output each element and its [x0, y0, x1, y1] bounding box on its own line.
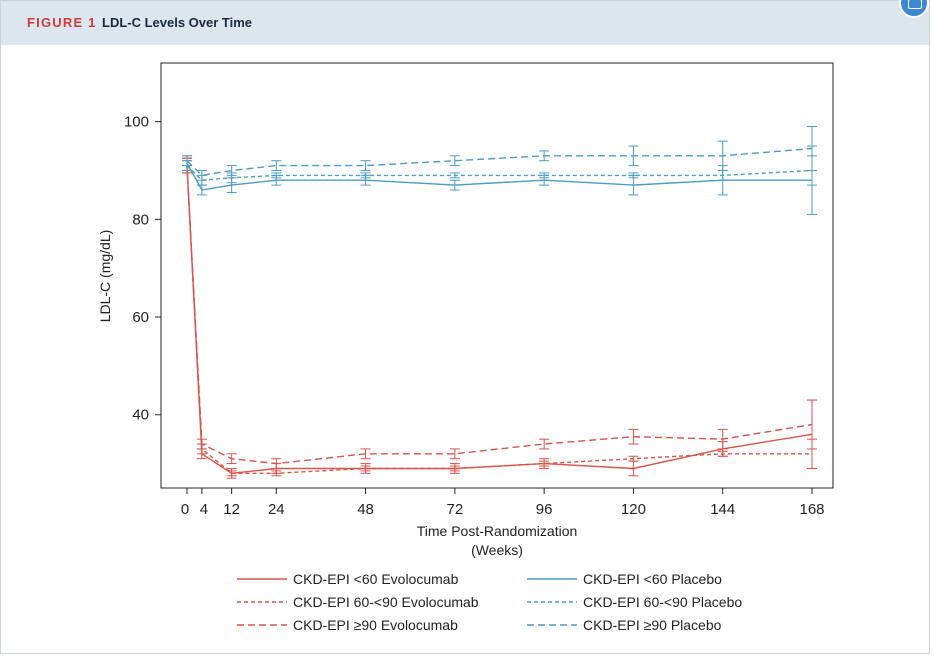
series-line-1: [186, 165, 813, 475]
error-bar: [628, 428, 639, 445]
error-bar: [271, 172, 282, 179]
error-bar: [196, 438, 207, 450]
error-bar: [360, 465, 371, 472]
error-bar: [539, 438, 550, 450]
error-bar: [539, 172, 550, 179]
x-tick-label: 168: [799, 501, 824, 518]
error-bar: [226, 453, 237, 465]
x-tick-label: 48: [357, 501, 374, 518]
error-bar: [449, 465, 460, 472]
y-tick-label: 100: [124, 114, 149, 131]
error-bar: [271, 458, 282, 469]
error-bar: [449, 155, 460, 167]
x-tick-label: 144: [710, 501, 735, 518]
error-bar: [271, 160, 282, 171]
series-line-3: [186, 165, 813, 465]
x-axis-label-line2: (Weeks): [471, 542, 523, 558]
x-axis-label-line1: Time Post-Randomization: [417, 523, 578, 539]
x-tick-label: 4: [200, 501, 208, 518]
error-bar: [807, 126, 817, 171]
axes-group: 0 4 12 24 48 72 96 120 144 168 40 60 80 100: [124, 114, 825, 518]
error-bar: [628, 455, 639, 462]
legend-label-6: CKD-EPI ≥90 Placebo: [583, 617, 722, 633]
figure-header: FIGURE 1 LDL-C Levels Over Time: [1, 1, 929, 45]
y-tick-label: 60: [132, 309, 149, 326]
error-bar: [717, 428, 728, 450]
series-line-4: [186, 162, 812, 191]
plot-area-frame: [160, 62, 834, 489]
error-bar: [226, 165, 237, 176]
x-tick-label: 72: [447, 501, 464, 518]
legend: CKD-EPI <60 Evolocumab CKD-EPI 60-<90 Evo…: [237, 571, 742, 633]
legend-label-5: CKD-EPI 60-<90 Placebo: [583, 594, 742, 610]
legend-label-4: CKD-EPI <60 Placebo: [583, 571, 722, 587]
error-bar: [182, 155, 192, 167]
error-bar: [807, 399, 817, 450]
error-bar: [271, 470, 282, 477]
x-tick-label: 12: [223, 501, 240, 518]
series-line-6: [186, 147, 813, 177]
series-group: [182, 126, 817, 479]
figure-label: FIGURE 1: [27, 15, 97, 30]
x-tick-label: 0: [181, 501, 189, 518]
legend-label-3: CKD-EPI ≥90 Evolocumab: [293, 617, 458, 633]
error-bar: [196, 169, 207, 181]
x-tick-label: 96: [536, 501, 553, 518]
error-bar: [449, 179, 460, 191]
error-bar: [449, 172, 460, 179]
error-bar: [360, 172, 371, 179]
y-tick-label: 80: [132, 211, 149, 228]
error-bar: [226, 470, 237, 477]
error-bar: [449, 448, 460, 460]
error-bar: [539, 460, 550, 467]
error-bar: [628, 172, 639, 179]
legend-label-1: CKD-EPI <60 Evolocumab: [293, 571, 459, 587]
x-tick-label: 24: [268, 501, 285, 518]
series-line-5: [186, 165, 813, 181]
legend-label-2: CKD-EPI 60-<90 Evolocumab: [293, 594, 479, 610]
error-bar: [717, 450, 728, 457]
error-bar: [717, 169, 728, 181]
error-bar: [717, 140, 728, 171]
error-bar: [628, 145, 639, 167]
error-bar: [360, 448, 371, 460]
figure-title: LDL-C Levels Over Time: [102, 15, 253, 30]
y-axis-label: LDL-C (mg/dL): [97, 230, 113, 323]
error-bar: [539, 150, 550, 162]
x-tick-label: 120: [621, 501, 646, 518]
error-bar: [360, 160, 371, 171]
y-tick-label: 40: [132, 407, 149, 424]
series-line-2: [186, 165, 812, 474]
